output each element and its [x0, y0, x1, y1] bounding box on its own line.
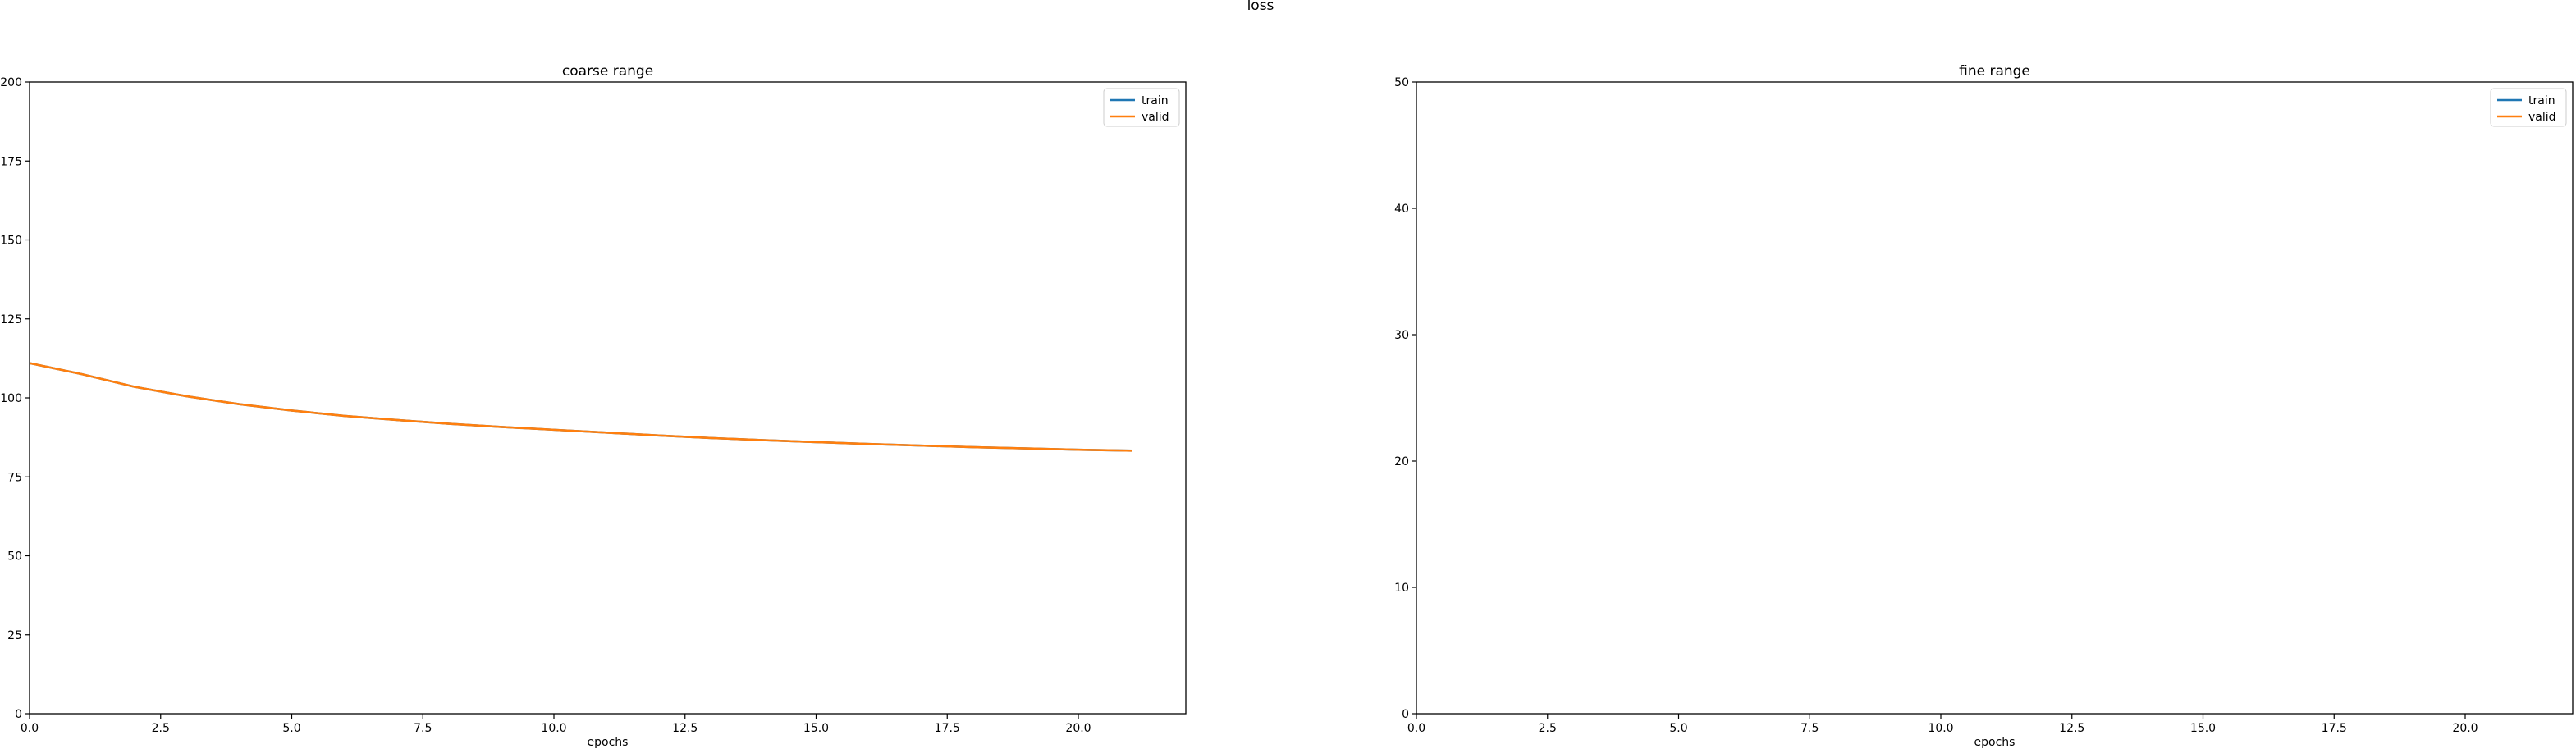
- x-tick-label: 10.0: [541, 722, 566, 735]
- x-axis-label: epochs: [1974, 736, 2016, 749]
- y-tick-label: 10: [1394, 582, 1409, 595]
- x-tick-label: 5.0: [282, 722, 300, 735]
- x-tick-label: 12.5: [2059, 722, 2084, 735]
- figure-suptitle: loss: [1247, 0, 1274, 14]
- legend-label-train: train: [2528, 94, 2555, 107]
- x-tick-label: 0.0: [1407, 722, 1425, 735]
- plot-lines: [30, 362, 1132, 452]
- x-axis-label: epochs: [588, 736, 629, 749]
- legend-label-valid: valid: [2528, 111, 2556, 124]
- x-tick-label: 7.5: [1800, 722, 1819, 735]
- y-tick-label: 100: [0, 392, 22, 405]
- y-tick-label: 30: [1394, 329, 1409, 342]
- y-tick-label: 0: [15, 708, 22, 721]
- x-tick-label: 5.0: [1669, 722, 1687, 735]
- x-tick-label: 12.5: [672, 722, 698, 735]
- y-tick-label: 200: [0, 76, 22, 89]
- y-tick-label: 20: [1394, 455, 1409, 468]
- x-tick-label: 17.5: [2322, 722, 2347, 735]
- x-tick-label: 15.0: [2190, 722, 2216, 735]
- x-tick-label: 10.0: [1928, 722, 1953, 735]
- subplot-title: coarse range: [562, 63, 653, 80]
- x-tick-label: 20.0: [1065, 722, 1091, 735]
- legend: train valid: [1103, 88, 1180, 127]
- y-tick-label: 150: [0, 235, 22, 248]
- x-tick-label: 15.0: [803, 722, 829, 735]
- series-line-valid: [30, 362, 1132, 452]
- x-tick-label: 7.5: [414, 722, 432, 735]
- legend-label-valid: valid: [1142, 111, 1169, 124]
- x-tick-label: 2.5: [1539, 722, 1557, 735]
- x-tick-label: 20.0: [2452, 722, 2478, 735]
- subplot-2: 0.0 2.5 5.0 7.5 10.0 12.5 15.0 17.5 20.0 0 10 20 30 4…: [1394, 63, 2574, 749]
- legend-label-train: train: [1142, 94, 1169, 107]
- y-tick-label: 75: [7, 471, 22, 484]
- y-tick-label: 175: [0, 155, 22, 168]
- legend: train valid: [2490, 88, 2567, 127]
- subplot-1: 0.0 2.5 5.0 7.5 10.0 12.5 15.0 17.5 20.0 0 25 50 75 1…: [0, 63, 1187, 749]
- y-tick-label: 25: [7, 629, 22, 642]
- x-tick-label: 0.0: [21, 722, 39, 735]
- subplot-title: fine range: [1959, 63, 2030, 80]
- axes-frame: [1416, 81, 2574, 715]
- x-tick-label: 2.5: [152, 722, 170, 735]
- y-tick-label: 50: [7, 550, 22, 564]
- y-tick-label: 50: [1394, 76, 1409, 89]
- y-tick-label: 40: [1394, 203, 1409, 216]
- y-tick-label: 0: [1402, 708, 1409, 721]
- y-tick-label: 125: [0, 313, 22, 327]
- x-tick-label: 17.5: [935, 722, 960, 735]
